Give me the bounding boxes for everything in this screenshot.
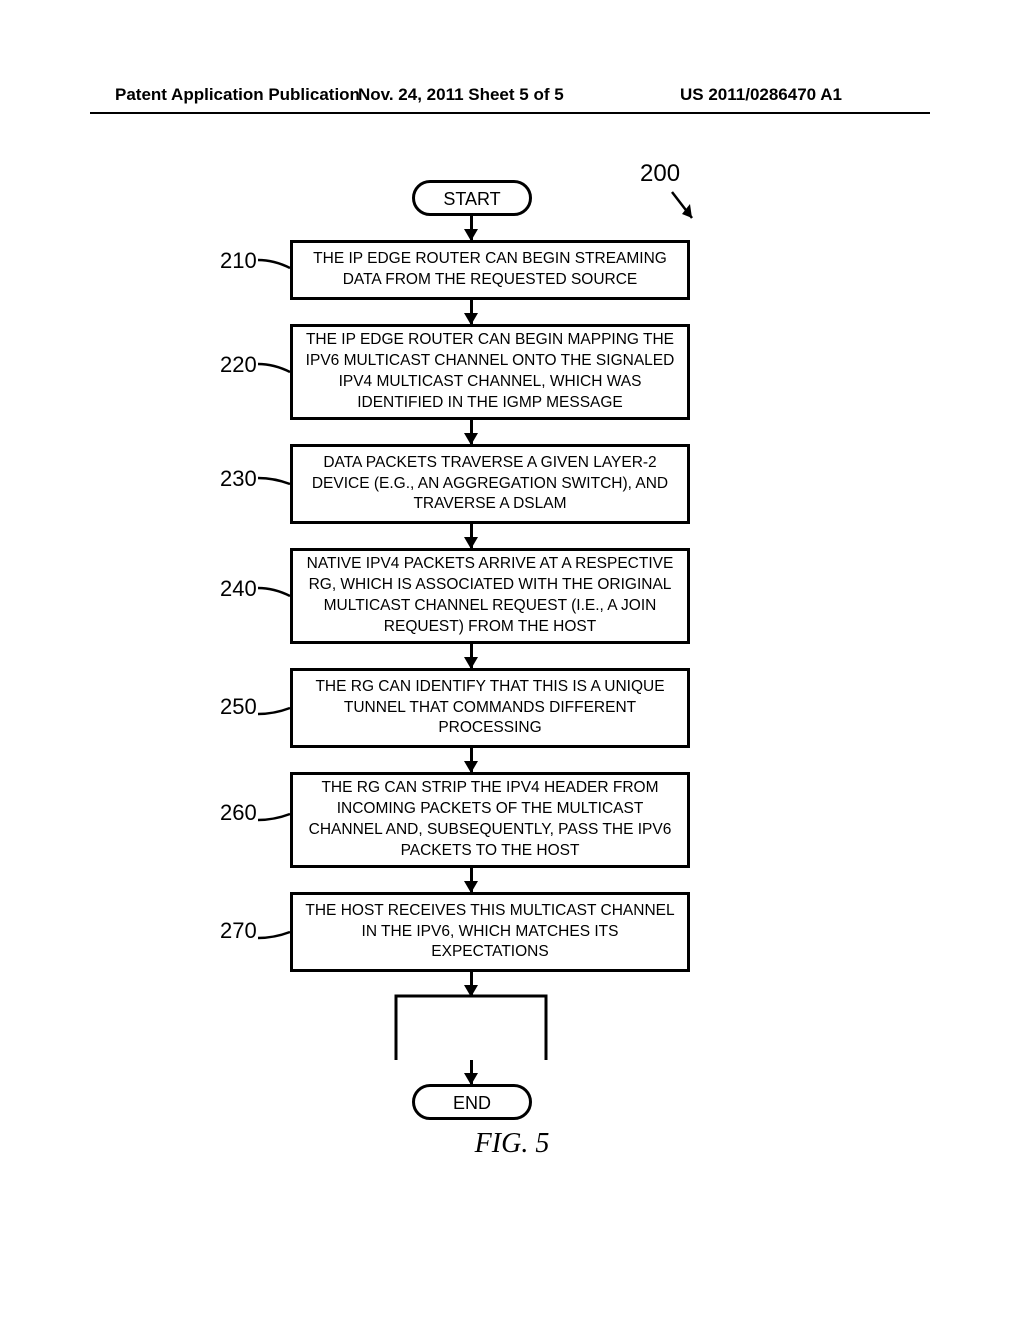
patent-page: Patent Application Publication Nov. 24, … bbox=[0, 0, 1024, 1320]
figure-caption: FIG. 5 bbox=[0, 1128, 1024, 1160]
figure-caption-text: FIG. 5 bbox=[475, 1128, 550, 1159]
end-terminator: END bbox=[412, 1084, 532, 1120]
pre-end-frame bbox=[0, 0, 1024, 1320]
